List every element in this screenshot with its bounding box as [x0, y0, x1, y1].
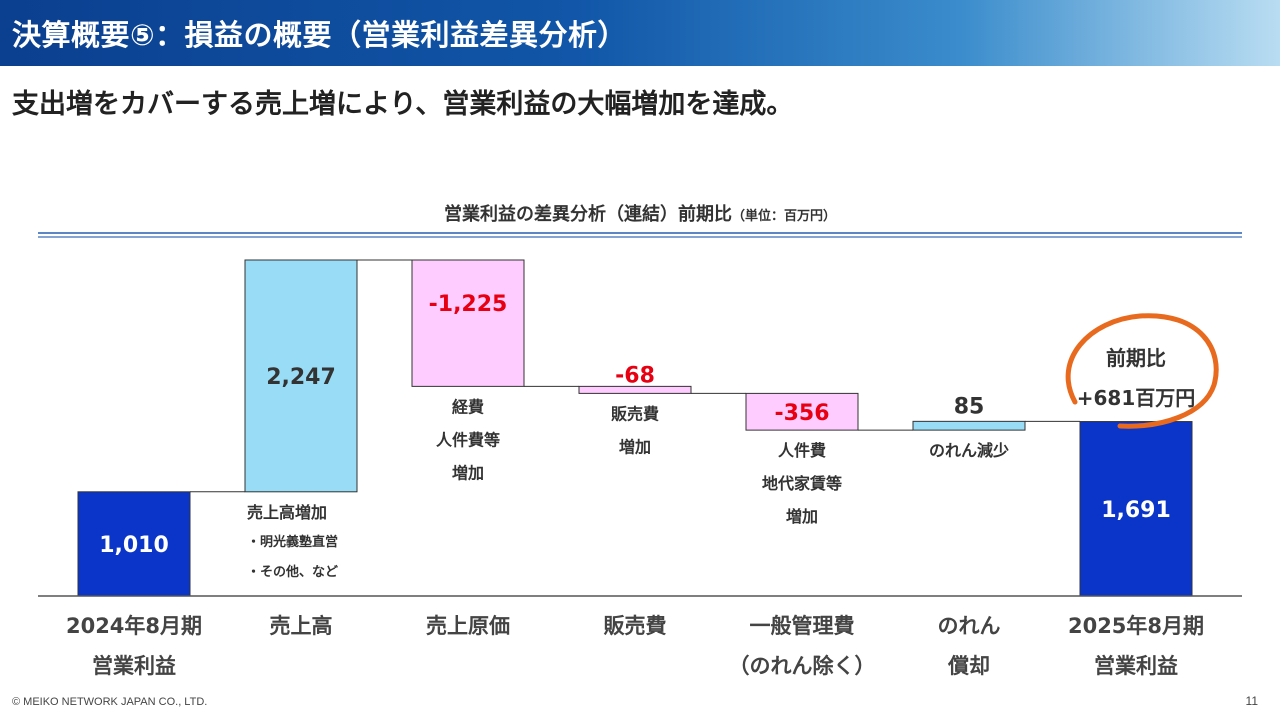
bar-note: ・その他、など [247, 564, 338, 580]
bar-increase [244, 259, 358, 493]
bar-total [1079, 421, 1193, 597]
bar-note: 増加 [619, 437, 651, 456]
category-label: 営業利益 [92, 654, 176, 678]
data-label-decrease: -68 [615, 363, 655, 388]
page-number: 11 [1245, 694, 1258, 708]
callout-text: +681百万円 [1077, 386, 1196, 410]
bar-note: 増加 [452, 463, 484, 482]
data-label-decrease: -356 [774, 401, 829, 426]
data-label-increase: 2,247 [266, 365, 336, 390]
bar-note: 地代家賃等 [762, 474, 842, 493]
category-label: 売上高 [270, 614, 333, 638]
data-label-increase: 85 [954, 394, 985, 419]
chart-title: 営業利益の差異分析（連結）前期比（単位：百万円） [0, 200, 1280, 226]
category-label: 売上原価 [426, 614, 510, 638]
bar-decrease [578, 385, 692, 394]
page-title: 決算概要⑤：損益の概要（営業利益差異分析） [12, 18, 628, 52]
callout-text: 前期比 [1106, 346, 1166, 370]
bar-note: のれん減少 [929, 441, 1009, 460]
category-label: 2025年8月期 [1068, 614, 1204, 638]
bar-increase [912, 420, 1026, 431]
bar-note: 人件費等 [436, 430, 500, 449]
header-banner: 決算概要⑤：損益の概要（営業利益差異分析） [0, 0, 1280, 66]
category-label: 償却 [947, 654, 990, 678]
chart-title-unit: （単位：百万円） [731, 209, 836, 224]
category-label: 2024年8月期 [66, 614, 202, 638]
bar-note: 売上高増加 [247, 503, 327, 522]
chart-title-main: 営業利益の差異分析（連結）前期比 [443, 204, 732, 225]
category-label: 営業利益 [1094, 654, 1178, 678]
category-label: のれん [938, 614, 1001, 638]
bar-note: 販売費 [611, 404, 659, 423]
data-label-decrease: -1,225 [429, 292, 508, 317]
data-label-total: 1,010 [99, 533, 169, 558]
category-label: 販売費 [604, 614, 667, 638]
bar-decrease [745, 392, 859, 431]
page-subtitle: 支出増をカバーする売上増により、営業利益の大幅増加を達成。 [12, 89, 794, 120]
bar-note: 増加 [786, 507, 818, 526]
bar-note: 人件費 [778, 441, 826, 460]
copyright-footer: © MEIKO NETWORK JAPAN CO., LTD. [12, 696, 208, 708]
data-label-total: 1,691 [1101, 498, 1171, 523]
category-label: 一般管理費 [750, 614, 855, 638]
callout-ring [1065, 313, 1219, 429]
bar-note: 経費 [452, 397, 484, 416]
bar-note: ・明光義塾直営 [247, 534, 338, 550]
bar-decrease [411, 259, 525, 387]
category-label: （のれん除く） [729, 654, 876, 678]
